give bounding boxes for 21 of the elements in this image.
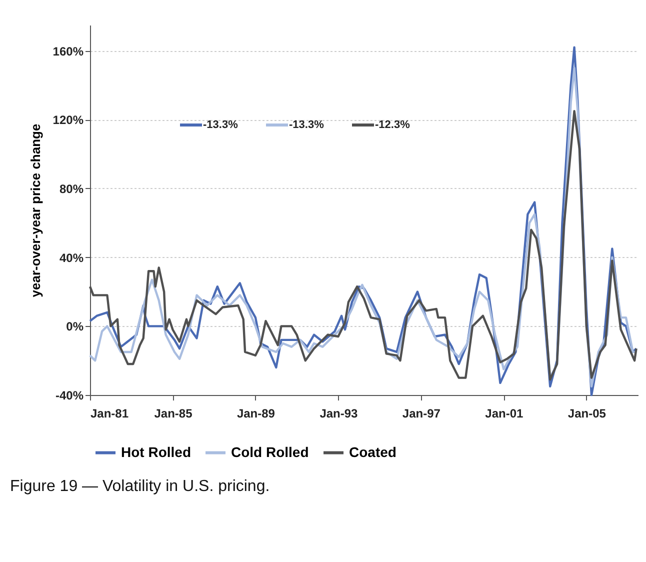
y-tick-label: 160% <box>52 44 84 58</box>
x-tick-label: Jan-05 <box>568 406 606 420</box>
x-tick-label: Jan-81 <box>90 406 129 420</box>
y-axis-title: year-over-year price change <box>28 124 43 298</box>
y-tick-label: 40% <box>59 250 84 265</box>
annotation: -12.3% <box>375 119 410 131</box>
legend-label: Coated <box>349 444 396 460</box>
x-tick-label: Jan-85 <box>154 406 193 420</box>
legend-label: Cold Rolled <box>231 444 309 460</box>
x-tick-label: Jan-01 <box>485 406 524 420</box>
text: Figure 19 — Volatility in U.S. pricing. <box>10 478 270 495</box>
x-tick-label: Jan-89 <box>236 406 276 420</box>
y-tick-label: -40% <box>55 388 84 402</box>
annotation: -13.3% <box>203 119 238 131</box>
legend-label: Hot Rolled <box>121 444 191 460</box>
annotation: -13.3% <box>289 119 324 131</box>
x-tick-label: Jan-93 <box>320 406 358 420</box>
y-tick-label: 0% <box>66 320 84 334</box>
y-tick-label: 80% <box>59 182 84 196</box>
y-tick-label: 120% <box>52 113 84 128</box>
x-tick-label: Jan-97 <box>402 406 441 420</box>
